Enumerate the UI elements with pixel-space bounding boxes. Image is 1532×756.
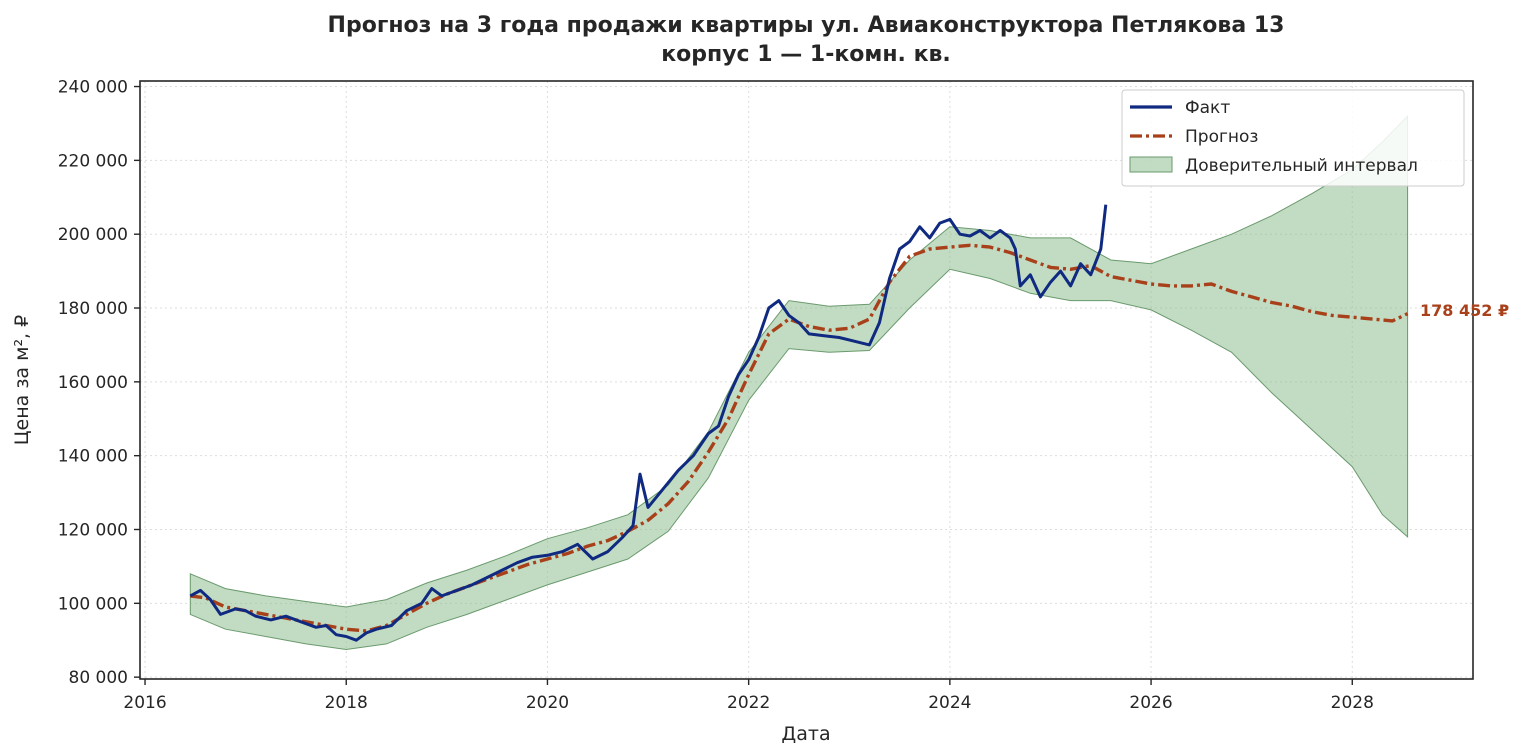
x-tick-label: 2024 (928, 693, 971, 713)
plot-frame (139, 80, 1474, 680)
chart-title-line2: корпус 1 — 1-комн. кв. (661, 42, 951, 67)
chart-title-line1: Прогноз на 3 года продажи квартиры ул. А… (328, 13, 1285, 38)
y-tick-label: 240 000 (58, 78, 128, 98)
fact-layer (189, 204, 1108, 642)
forecast-end-value-label: 178 452 ₽ (1420, 301, 1509, 320)
y-tick-label: 220 000 (58, 151, 128, 171)
fact-line (189, 204, 1108, 642)
confidence-interval-area (189, 114, 1409, 651)
y-tick-label: 80 000 (69, 668, 128, 688)
x-tick-label: 2022 (727, 693, 770, 713)
y-tick-label: 200 000 (58, 225, 128, 245)
x-axis-label: Дата (781, 723, 830, 745)
x-tick-label: 2018 (325, 693, 368, 713)
x-tick-label: 2026 (1129, 693, 1172, 713)
x-tick-label: 2020 (526, 693, 569, 713)
y-axis: 80 000 100 000 120 000 140 000 160 000 180 00… (58, 78, 140, 688)
y-tick-label: 140 000 (58, 447, 128, 467)
legend: Факт Прогноз Доверительный интервал (1121, 89, 1465, 187)
legend-fact-label: Факт (1185, 98, 1230, 118)
y-tick-label: 160 000 (58, 373, 128, 393)
y-tick-label: 100 000 (58, 594, 128, 614)
confidence-interval-layer (189, 114, 1409, 651)
legend-box (1121, 89, 1465, 187)
y-axis-label: Цена за м², ₽ (11, 315, 33, 445)
x-tick-label: 2028 (1331, 693, 1374, 713)
legend-forecast-label: Прогноз (1185, 127, 1258, 147)
x-tick-label: 2016 (123, 693, 166, 713)
x-axis: 2016 2018 2020 2022 2024 2026 2028 (123, 679, 1374, 713)
legend-interval-label: Доверительный интервал (1185, 156, 1418, 176)
y-tick-label: 120 000 (58, 521, 128, 541)
y-tick-label: 180 000 (58, 299, 128, 319)
legend-interval-swatch (1129, 156, 1173, 173)
